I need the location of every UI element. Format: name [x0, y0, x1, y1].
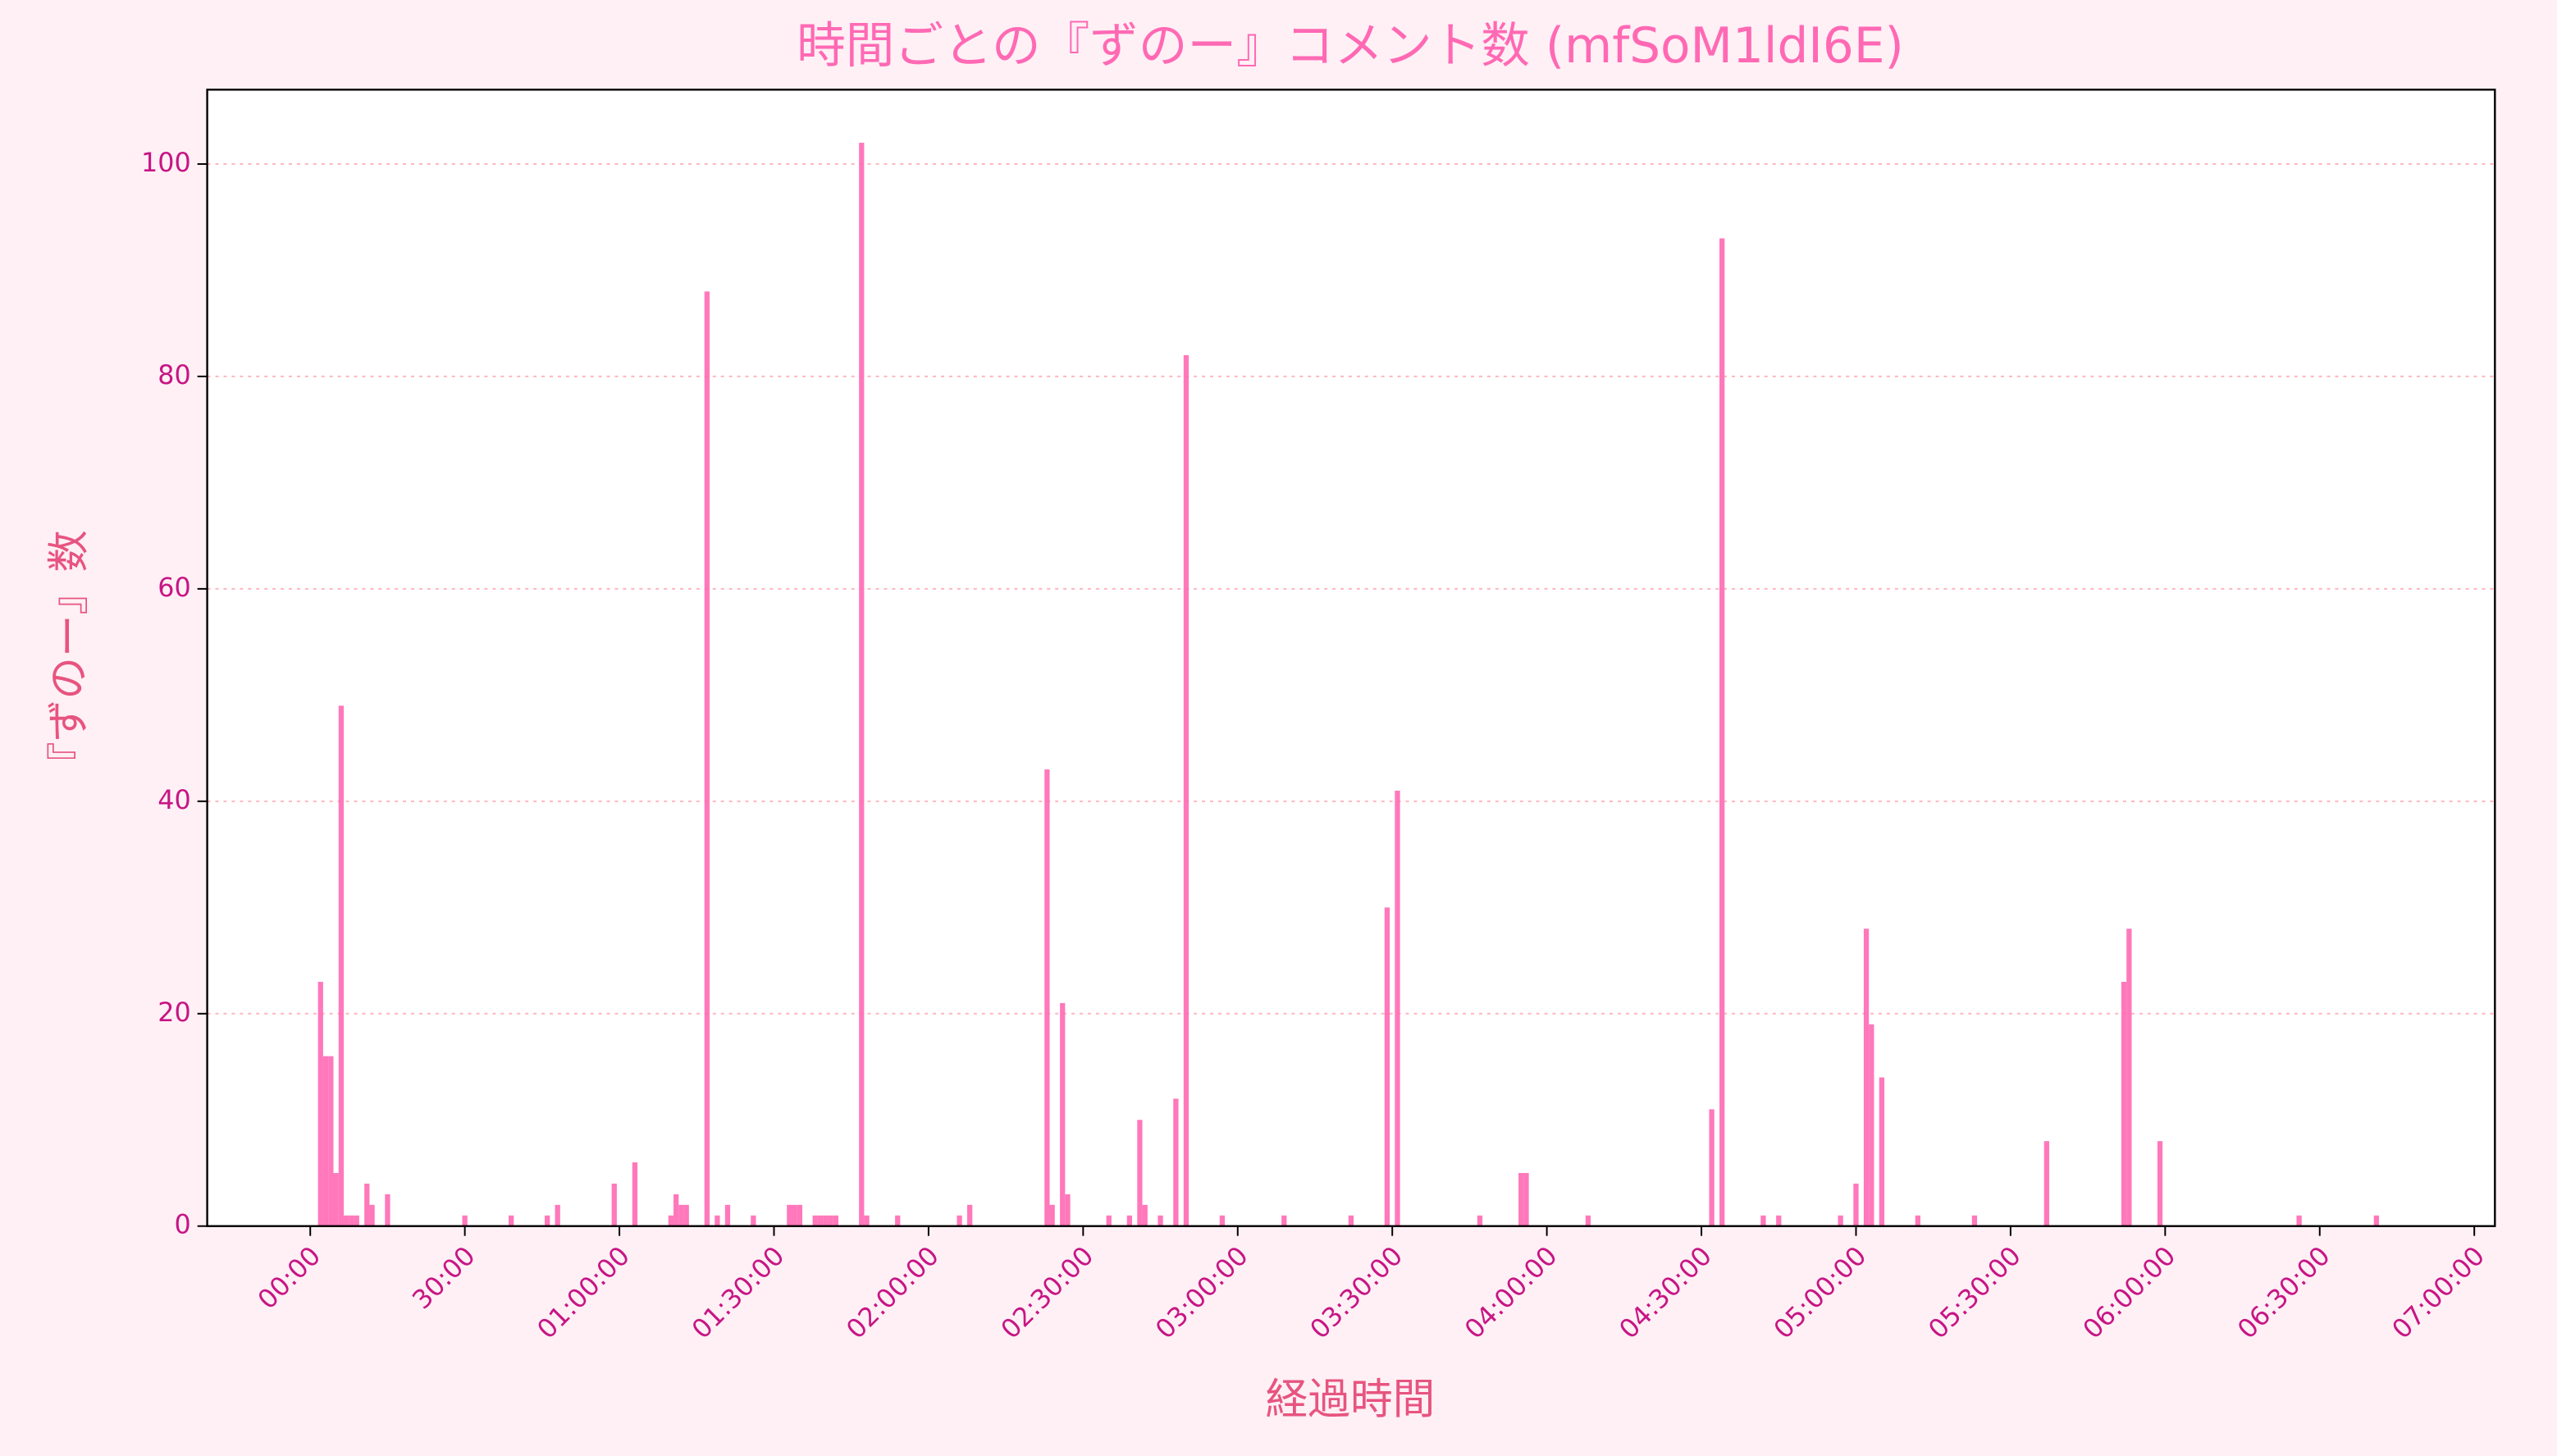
- bar: [1971, 1215, 1978, 1226]
- bar: [344, 1215, 349, 1226]
- bar: [611, 1183, 617, 1226]
- chart-title: 時間ごとの『ずのー』コメント数 (mfSoM1ldI6E): [797, 18, 1904, 75]
- bar: [967, 1204, 973, 1226]
- bar: [1065, 1194, 1071, 1226]
- bar: [349, 1215, 354, 1226]
- bar: [2126, 929, 2132, 1226]
- bar: [385, 1194, 390, 1226]
- y-tick-label: 40: [158, 785, 190, 815]
- bar: [859, 143, 865, 1226]
- bar: [792, 1204, 797, 1226]
- bar: [369, 1204, 375, 1226]
- y-tick-label: 20: [158, 997, 190, 1028]
- bar: [1395, 790, 1400, 1226]
- x-axis-label: 経過時間: [1266, 1375, 1436, 1424]
- bar: [1776, 1215, 1782, 1226]
- bar: [812, 1215, 818, 1226]
- bar: [1281, 1215, 1287, 1226]
- bar: [1915, 1215, 1920, 1226]
- bar: [678, 1204, 684, 1226]
- y-tick-label: 60: [158, 573, 190, 603]
- bar: [823, 1215, 829, 1226]
- bar: [1142, 1204, 1148, 1226]
- bar: [2121, 981, 2127, 1226]
- bar: [1869, 1024, 1874, 1226]
- bar: [787, 1204, 792, 1226]
- bar: [724, 1204, 731, 1226]
- bar: [1709, 1109, 1715, 1226]
- bar: [1044, 769, 1050, 1226]
- bar: [322, 1056, 329, 1226]
- bar: [1106, 1215, 1112, 1226]
- bar: [1760, 1215, 1766, 1226]
- bar: [333, 1172, 339, 1226]
- bar: [555, 1204, 560, 1226]
- bar: [1049, 1204, 1055, 1226]
- bar: [1219, 1215, 1226, 1226]
- bar: [354, 1215, 359, 1226]
- bar: [1157, 1215, 1163, 1226]
- bar: [1518, 1172, 1524, 1226]
- bar: [544, 1215, 550, 1226]
- bar: [2373, 1215, 2379, 1226]
- bar: [895, 1215, 901, 1226]
- bar: [1384, 907, 1390, 1226]
- bar: [1348, 1215, 1354, 1226]
- bar: [833, 1215, 839, 1226]
- bar: [673, 1194, 679, 1226]
- bar: [864, 1215, 870, 1226]
- y-tick-label: 80: [158, 360, 190, 390]
- bar: [509, 1215, 514, 1226]
- bar: [828, 1215, 833, 1226]
- bar: [1060, 1002, 1066, 1226]
- bar: [1719, 238, 1725, 1226]
- bar: [1477, 1215, 1483, 1226]
- y-axis-label: 『ずのー』数: [45, 530, 94, 784]
- bar: [1585, 1215, 1591, 1226]
- bar: [2296, 1215, 2302, 1226]
- plot-frame: [206, 89, 2496, 1227]
- bar: [1879, 1077, 1885, 1226]
- bar: [1523, 1172, 1529, 1226]
- bar: [1173, 1098, 1179, 1226]
- bar: [1853, 1183, 1859, 1226]
- bar: [364, 1183, 370, 1226]
- bar: [957, 1215, 962, 1226]
- bar: [317, 981, 323, 1226]
- y-tick-label: 0: [174, 1210, 190, 1240]
- bar: [715, 1215, 720, 1226]
- bar: [1137, 1120, 1143, 1226]
- bar: [668, 1215, 674, 1226]
- bar: [817, 1215, 824, 1226]
- bar: [797, 1204, 803, 1226]
- bar: [632, 1162, 638, 1226]
- bar: [683, 1204, 689, 1226]
- bar: [2043, 1141, 2050, 1226]
- plot-area: [207, 89, 2495, 1226]
- bar: [1863, 929, 1870, 1226]
- bar: [338, 705, 345, 1226]
- bar: [704, 291, 710, 1226]
- y-tick-label: 100: [141, 148, 191, 178]
- bar: [328, 1056, 334, 1226]
- bar: [751, 1215, 756, 1226]
- bar: [1838, 1215, 1843, 1226]
- bar: [462, 1215, 468, 1226]
- bar: [2157, 1141, 2163, 1226]
- bar: [1126, 1215, 1133, 1226]
- bar: [1183, 355, 1189, 1226]
